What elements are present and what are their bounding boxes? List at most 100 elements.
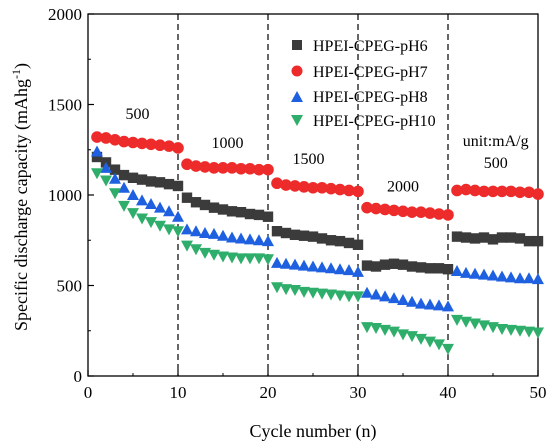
point-HPEI-CPEG-pH8 — [469, 267, 481, 279]
point-HPEI-CPEG-pH7 — [163, 140, 175, 152]
point-HPEI-CPEG-pH10 — [136, 213, 148, 225]
point-HPEI-CPEG-pH7 — [181, 158, 193, 171]
point-HPEI-CPEG-pH6 — [289, 229, 301, 241]
point-HPEI-CPEG-pH6 — [460, 232, 472, 243]
point-HPEI-CPEG-pH7 — [199, 161, 211, 173]
point-HPEI-CPEG-pH8 — [523, 272, 535, 284]
point-HPEI-CPEG-pH6 — [496, 232, 508, 243]
point-HPEI-CPEG-pH10 — [244, 253, 256, 265]
point-HPEI-CPEG-pH8 — [442, 300, 454, 312]
point-HPEI-CPEG-pH6 — [91, 151, 103, 163]
point-HPEI-CPEG-pH7 — [289, 180, 301, 192]
point-HPEI-CPEG-pH6 — [244, 208, 256, 220]
point-HPEI-CPEG-pH7 — [433, 208, 445, 220]
point-HPEI-CPEG-pH10 — [442, 343, 454, 355]
point-HPEI-CPEG-pH7 — [478, 185, 490, 198]
point-HPEI-CPEG-pH6 — [163, 178, 175, 190]
point-HPEI-CPEG-pH8 — [505, 271, 517, 283]
point-HPEI-CPEG-pH8 — [262, 235, 274, 247]
point-HPEI-CPEG-pH10 — [271, 282, 283, 294]
point-HPEI-CPEG-pH8 — [145, 198, 157, 210]
point-HPEI-CPEG-pH6 — [379, 259, 391, 270]
point-HPEI-CPEG-pH7 — [379, 203, 391, 216]
point-HPEI-CPEG-pH8 — [496, 270, 508, 282]
point-HPEI-CPEG-pH7 — [469, 184, 481, 197]
annotation-1: 1000 — [212, 135, 244, 152]
point-HPEI-CPEG-pH10 — [505, 324, 517, 336]
point-HPEI-CPEG-pH10 — [100, 175, 112, 187]
point-HPEI-CPEG-pH8 — [343, 264, 355, 276]
legend-marker-pH7 — [291, 65, 303, 77]
point-HPEI-CPEG-pH6 — [235, 206, 247, 218]
annotation-3: 2000 — [387, 178, 419, 195]
point-HPEI-CPEG-pH8 — [136, 194, 148, 206]
point-HPEI-CPEG-pH7 — [100, 132, 112, 144]
point-HPEI-CPEG-pH6 — [271, 226, 283, 237]
point-HPEI-CPEG-pH10 — [181, 240, 193, 252]
point-HPEI-CPEG-pH6 — [325, 235, 337, 246]
point-HPEI-CPEG-pH7 — [487, 185, 499, 198]
point-HPEI-CPEG-pH10 — [415, 333, 427, 345]
legend-label-pH7: HPEI-CPEG-pH7 — [313, 64, 428, 81]
point-HPEI-CPEG-pH10 — [235, 253, 247, 265]
point-HPEI-CPEG-pH8 — [163, 205, 175, 217]
point-HPEI-CPEG-pH7 — [415, 206, 427, 218]
point-HPEI-CPEG-pH7 — [460, 183, 472, 196]
point-HPEI-CPEG-pH7 — [334, 183, 346, 196]
point-HPEI-CPEG-pH8 — [451, 265, 463, 277]
point-HPEI-CPEG-pH8 — [127, 189, 139, 200]
point-HPEI-CPEG-pH8 — [478, 268, 490, 280]
point-HPEI-CPEG-pH8 — [514, 272, 526, 284]
legend: HPEI-CPEG-pH6 HPEI-CPEG-pH7 HPEI-CPEG-pH… — [291, 38, 436, 130]
point-HPEI-CPEG-pH10 — [298, 286, 310, 298]
point-HPEI-CPEG-pH6 — [406, 261, 418, 272]
point-HPEI-CPEG-pH6 — [505, 232, 517, 243]
point-HPEI-CPEG-pH8 — [109, 172, 121, 184]
x-tick-label: 10 — [170, 383, 187, 402]
point-HPEI-CPEG-pH10 — [307, 287, 319, 299]
point-HPEI-CPEG-pH10 — [460, 316, 472, 328]
point-HPEI-CPEG-pH6 — [352, 239, 364, 250]
point-HPEI-CPEG-pH10 — [433, 339, 445, 351]
y-tick-label: 0 — [74, 367, 83, 386]
point-HPEI-CPEG-pH10 — [226, 252, 238, 264]
point-HPEI-CPEG-pH10 — [478, 320, 490, 332]
point-HPEI-CPEG-pH8 — [271, 256, 283, 268]
point-HPEI-CPEG-pH10 — [118, 200, 130, 212]
point-HPEI-CPEG-pH8 — [388, 292, 400, 304]
point-HPEI-CPEG-pH8 — [298, 259, 310, 271]
point-HPEI-CPEG-pH6 — [190, 197, 202, 208]
point-HPEI-CPEG-pH8 — [172, 210, 184, 222]
point-HPEI-CPEG-pH6 — [424, 263, 436, 274]
point-HPEI-CPEG-pH7 — [136, 137, 148, 150]
legend-marker-pH6 — [292, 40, 302, 50]
point-HPEI-CPEG-pH8 — [307, 260, 319, 272]
point-HPEI-CPEG-pH7 — [244, 162, 256, 175]
point-HPEI-CPEG-pH8 — [208, 227, 220, 239]
point-HPEI-CPEG-pH8 — [379, 290, 391, 302]
point-HPEI-CPEG-pH10 — [91, 168, 103, 180]
point-HPEI-CPEG-pH8 — [397, 293, 409, 305]
point-HPEI-CPEG-pH6 — [478, 232, 490, 243]
y-tick-label: 1000 — [48, 186, 82, 205]
point-HPEI-CPEG-pH6 — [118, 169, 130, 181]
point-HPEI-CPEG-pH7 — [190, 160, 202, 172]
point-HPEI-CPEG-pH6 — [253, 209, 265, 221]
legend-label-pH8: HPEI-CPEG-pH8 — [313, 89, 428, 106]
annotation-4: unit:mA/g — [463, 133, 529, 150]
point-HPEI-CPEG-pH10 — [397, 329, 409, 341]
point-HPEI-CPEG-pH7 — [280, 179, 292, 191]
point-HPEI-CPEG-pH7 — [406, 206, 418, 218]
point-HPEI-CPEG-pH7 — [172, 142, 184, 154]
point-HPEI-CPEG-pH7 — [343, 184, 355, 197]
point-HPEI-CPEG-pH7 — [424, 207, 436, 219]
point-HPEI-CPEG-pH6 — [415, 262, 427, 273]
legend-marker-pH8 — [291, 91, 303, 102]
x-tick-label: 30 — [350, 383, 367, 402]
point-HPEI-CPEG-pH8 — [244, 233, 256, 245]
point-HPEI-CPEG-pH10 — [253, 253, 265, 265]
point-HPEI-CPEG-pH8 — [406, 295, 418, 307]
y-axis-title-main: Specific discharge capacity (mAhg — [11, 79, 32, 331]
point-HPEI-CPEG-pH6 — [298, 230, 310, 241]
point-HPEI-CPEG-pH10 — [190, 244, 202, 256]
